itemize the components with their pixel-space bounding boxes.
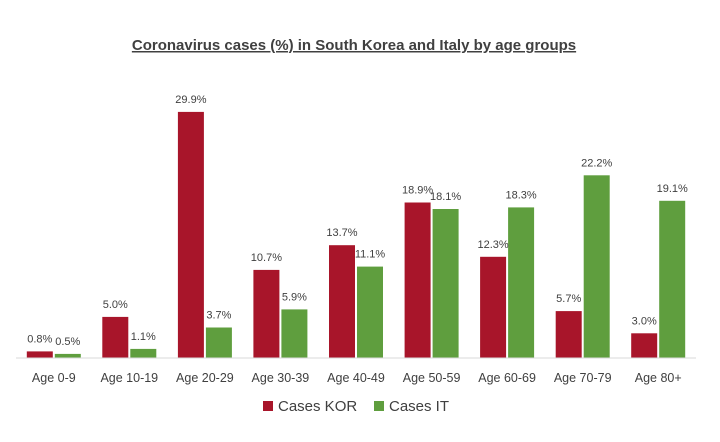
data-label-kor-8: 3.0% bbox=[632, 315, 657, 327]
x-tick-label-4: Age 40-49 bbox=[327, 371, 385, 385]
data-label-kor-2: 29.9% bbox=[175, 94, 206, 106]
data-label-it-3: 5.9% bbox=[282, 291, 307, 303]
bar-kor-1 bbox=[102, 316, 129, 359]
data-label-kor-7: 5.7% bbox=[556, 293, 581, 305]
bar-kor-2 bbox=[177, 111, 204, 359]
x-tick-label-2: Age 20-29 bbox=[176, 371, 234, 385]
bar-kor-5 bbox=[404, 202, 431, 358]
data-label-it-5: 18.1% bbox=[430, 191, 461, 203]
bar-it-7 bbox=[583, 175, 610, 358]
data-label-kor-1: 5.0% bbox=[103, 299, 128, 311]
bar-kor-0 bbox=[26, 351, 53, 358]
bar-it-0 bbox=[54, 353, 81, 358]
x-tick-label-1: Age 10-19 bbox=[100, 371, 158, 385]
bar-kor-8 bbox=[631, 333, 658, 358]
data-label-it-8: 19.1% bbox=[657, 183, 688, 195]
x-tick-labels: Age 0-9 Age 10-19 Age 20-29 Age 30-39 Age 40… bbox=[32, 371, 682, 385]
chart-title: Coronavirus cases (%) in South Korea and… bbox=[132, 37, 576, 54]
data-label-kor-5: 18.9% bbox=[402, 185, 433, 197]
legend: Cases KOR Cases IT bbox=[263, 398, 449, 415]
data-label-it-6: 18.3% bbox=[505, 189, 536, 201]
x-tick-label-5: Age 50-59 bbox=[403, 371, 461, 385]
bar-it-1 bbox=[130, 348, 157, 358]
legend-label-it: Cases IT bbox=[389, 398, 449, 415]
bar-it-5 bbox=[432, 209, 459, 358]
legend-swatch-it bbox=[374, 401, 384, 411]
x-tick-label-3: Age 30-39 bbox=[252, 371, 310, 385]
bar-it-4 bbox=[357, 266, 383, 358]
bar-kor-7 bbox=[555, 311, 582, 358]
bar-it-6 bbox=[508, 207, 535, 358]
bars-layer bbox=[26, 111, 686, 359]
data-labels-layer: 0.8% 0.5% 5.0% 1.1% 29.9% 3.7% 10.7% 5.9% 13.7% 1… bbox=[27, 94, 688, 348]
data-label-kor-6: 12.3% bbox=[477, 239, 508, 251]
bar-it-3 bbox=[281, 309, 308, 358]
data-label-it-2: 3.7% bbox=[206, 310, 231, 322]
data-label-it-1: 1.1% bbox=[131, 331, 156, 343]
bar-kor-6 bbox=[480, 256, 507, 358]
legend-label-kor: Cases KOR bbox=[278, 398, 357, 415]
data-label-it-4: 11.1% bbox=[355, 249, 386, 261]
x-tick-label-0: Age 0-9 bbox=[32, 371, 76, 385]
bar-kor-4 bbox=[329, 245, 355, 358]
data-label-kor-4: 13.7% bbox=[326, 227, 357, 239]
data-label-it-7: 22.2% bbox=[581, 157, 612, 169]
bar-it-2 bbox=[205, 327, 232, 358]
x-tick-label-7: Age 70-79 bbox=[554, 371, 612, 385]
legend-swatch-kor bbox=[263, 401, 273, 411]
x-tick-label-8: Age 80+ bbox=[635, 371, 682, 385]
data-label-kor-0: 0.8% bbox=[27, 333, 52, 345]
data-label-it-0: 0.5% bbox=[55, 336, 80, 348]
data-label-kor-3: 10.7% bbox=[251, 252, 282, 264]
bar-it-8 bbox=[659, 200, 686, 358]
bar-kor-3 bbox=[253, 269, 280, 358]
x-tick-label-6: Age 60-69 bbox=[478, 371, 536, 385]
